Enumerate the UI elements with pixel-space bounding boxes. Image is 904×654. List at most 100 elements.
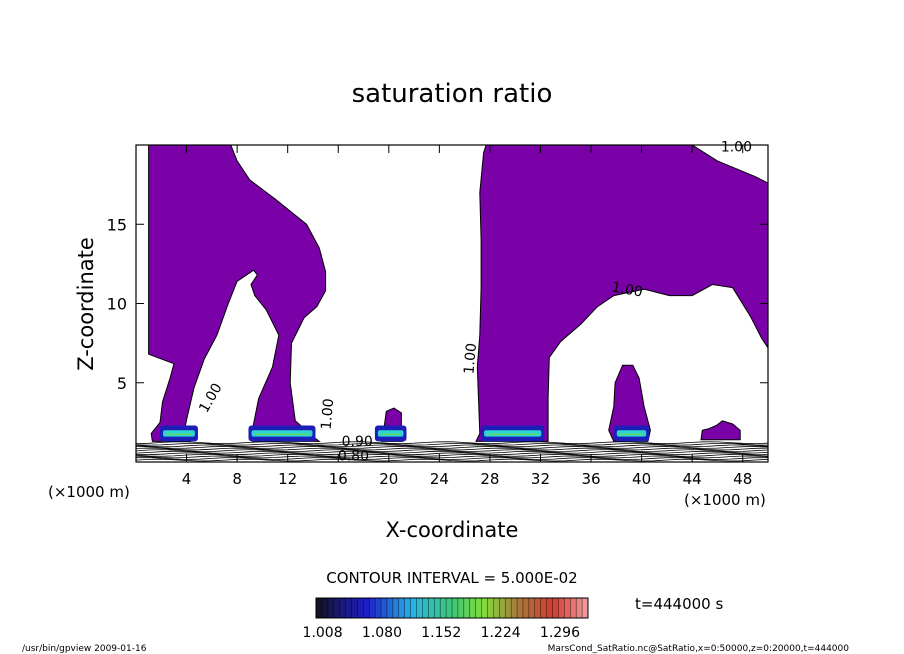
colorbar-cell	[316, 598, 323, 618]
colorbar-cell	[369, 598, 376, 618]
colorbar-cell	[398, 598, 405, 618]
x-tick-label: 16	[329, 470, 348, 488]
colorbar-cell	[552, 598, 559, 618]
surface-contour-line	[135, 457, 768, 460]
x-tick-label: 24	[430, 470, 449, 488]
colorbar-cell	[422, 598, 429, 618]
x-tick-label: 8	[232, 470, 242, 488]
saturated-region-1	[148, 144, 327, 442]
colorbar-cell	[582, 598, 589, 618]
colorbar-cell	[446, 598, 453, 618]
colorbar-cell	[410, 598, 417, 618]
footer-right: MarsCond_SatRatio.nc@SatRatio,x=0:50000,…	[548, 644, 850, 654]
colorbar-cell	[564, 598, 571, 618]
x-unit-right: (×1000 m)	[684, 491, 766, 509]
x-tick-label: 4	[182, 470, 192, 488]
colorbar-cell	[345, 598, 352, 618]
colorbar-cell	[428, 598, 435, 618]
y-axis-label: Z-coordinate	[74, 237, 98, 371]
contour-label: 1.00	[319, 398, 338, 430]
x-tick-label: 44	[683, 470, 702, 488]
colorbar-cell	[522, 598, 530, 618]
plot-area: 1.001.001.001.00 1.000.900.80	[135, 139, 769, 464]
saturated-region-2	[475, 144, 769, 442]
surface-contour-line	[135, 452, 769, 456]
y-tick-label: 5	[117, 374, 127, 393]
colorbar-tick-label: 1.080	[362, 625, 402, 641]
x-tick-label: 20	[379, 470, 398, 488]
contour-label: 1.00	[461, 342, 480, 374]
x-unit-left: (×1000 m)	[48, 483, 130, 501]
colorbar-cell	[321, 598, 329, 618]
colorbar-cell	[517, 598, 524, 618]
colorbar-cell	[511, 598, 518, 618]
x-tick-label: 40	[632, 470, 651, 488]
surface-contour-line	[135, 441, 769, 445]
colorbar-cell	[499, 598, 506, 618]
colorbar-tick-label: 1.296	[540, 625, 580, 641]
colorbar-cell	[381, 598, 388, 618]
colorbar-cell	[392, 598, 400, 618]
colorbar-cell	[357, 598, 364, 618]
high-saturation-core-2	[251, 430, 313, 437]
surface-contour-line	[135, 453, 769, 457]
contour-label: 1.00	[610, 279, 643, 300]
colorbar-cell	[452, 598, 459, 618]
colorbar-cell	[339, 598, 346, 618]
colorbar	[315, 597, 589, 619]
colorbar-cell	[333, 598, 340, 618]
colorbar-cell	[481, 598, 488, 618]
contour-label: 0.90	[342, 434, 373, 450]
colorbar-cell	[434, 598, 441, 618]
surface-contour-line	[135, 455, 769, 459]
contour-label: 1.00	[721, 139, 752, 155]
x-axis-label: X-coordinate	[386, 518, 519, 542]
saturated-region-4	[608, 364, 651, 442]
colorbar-cell	[463, 598, 471, 618]
colorbar-cell	[570, 598, 577, 618]
colorbar-cell	[558, 598, 565, 618]
x-tick-label: 32	[531, 470, 550, 488]
colorbar-tick-label: 1.008	[303, 625, 343, 641]
colorbar-cell	[457, 598, 465, 618]
colorbar-cell	[528, 598, 536, 618]
colorbar-cell	[375, 598, 382, 618]
colorbar-cell	[475, 598, 482, 618]
colorbar-tick-label: 1.152	[421, 625, 461, 641]
x-tick-label: 12	[278, 470, 297, 488]
colorbar-cell	[576, 598, 583, 618]
colorbar-cell	[404, 598, 411, 618]
surface-contour-line	[135, 447, 769, 451]
surface-contour-line	[135, 450, 769, 454]
saturated-region-5	[700, 420, 741, 441]
colorbar-cell	[487, 598, 494, 618]
colorbar-frame	[315, 597, 589, 619]
colorbar-tick-label: 1.224	[481, 625, 521, 641]
surface-contour-line	[135, 458, 769, 462]
chart-title: saturation ratio	[352, 79, 553, 109]
colorbar-cell	[327, 598, 335, 618]
y-tick-label: 10	[107, 295, 127, 314]
x-tick-label: 36	[581, 470, 600, 488]
surface-contour-line	[135, 443, 769, 446]
surface-contour-line	[135, 444, 769, 448]
surface-contour-line	[135, 446, 769, 449]
colorbar-cell	[440, 598, 447, 618]
x-tick-label: 48	[733, 470, 752, 488]
x-tick-label: 28	[480, 470, 499, 488]
colorbar-cell	[386, 598, 394, 618]
high-saturation-core-5	[616, 430, 647, 437]
footer-left: /usr/bin/gpview 2009-01-16	[22, 644, 147, 654]
colorbar-cell	[505, 598, 512, 618]
colorbar-cell	[416, 598, 423, 618]
colorbar-cell	[534, 598, 541, 618]
high-saturation-core-4	[484, 430, 542, 437]
colorbar-cell	[351, 598, 358, 618]
contour-interval: CONTOUR INTERVAL = 5.000E-02	[326, 569, 577, 587]
colorbar-cell	[469, 598, 476, 618]
time-label: t=444000 s	[635, 595, 723, 613]
colorbar-cell	[363, 598, 370, 618]
high-saturation-core-3	[377, 430, 404, 437]
colorbar-cell	[546, 598, 553, 618]
